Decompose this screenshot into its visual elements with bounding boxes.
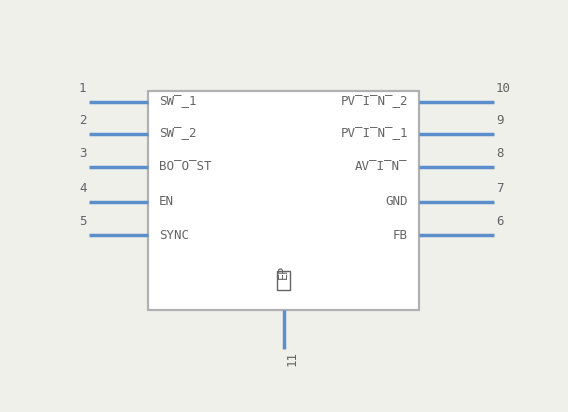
Text: BO̅O̅ST: BO̅O̅ST	[159, 160, 211, 173]
Text: 6: 6	[496, 215, 503, 228]
Text: SW̅_2: SW̅_2	[159, 127, 197, 140]
Bar	[148, 91, 419, 309]
Text: SYNC: SYNC	[159, 229, 189, 241]
Text: 9: 9	[496, 114, 503, 126]
Text: GND: GND	[385, 195, 408, 208]
Text: 4: 4	[79, 182, 86, 195]
Text: FB: FB	[392, 229, 408, 241]
Text: AV̅I̅N̅: AV̅I̅N̅	[355, 160, 408, 173]
Text: 7: 7	[496, 182, 503, 195]
Text: 1: 1	[79, 82, 86, 95]
Text: EN: EN	[159, 195, 174, 208]
Text: 5: 5	[79, 215, 86, 228]
Bar	[277, 271, 290, 290]
Text: PV̅I̅N̅_1: PV̅I̅N̅_1	[340, 127, 408, 140]
Text: 11: 11	[285, 351, 298, 366]
Text: EP: EP	[277, 265, 290, 279]
Text: PV̅I̅N̅_2: PV̅I̅N̅_2	[340, 95, 408, 108]
Text: 2: 2	[79, 114, 86, 126]
Text: SW̅_1: SW̅_1	[159, 95, 197, 108]
Text: 8: 8	[496, 147, 503, 160]
Text: 3: 3	[79, 147, 86, 160]
Text: 10: 10	[496, 82, 511, 95]
